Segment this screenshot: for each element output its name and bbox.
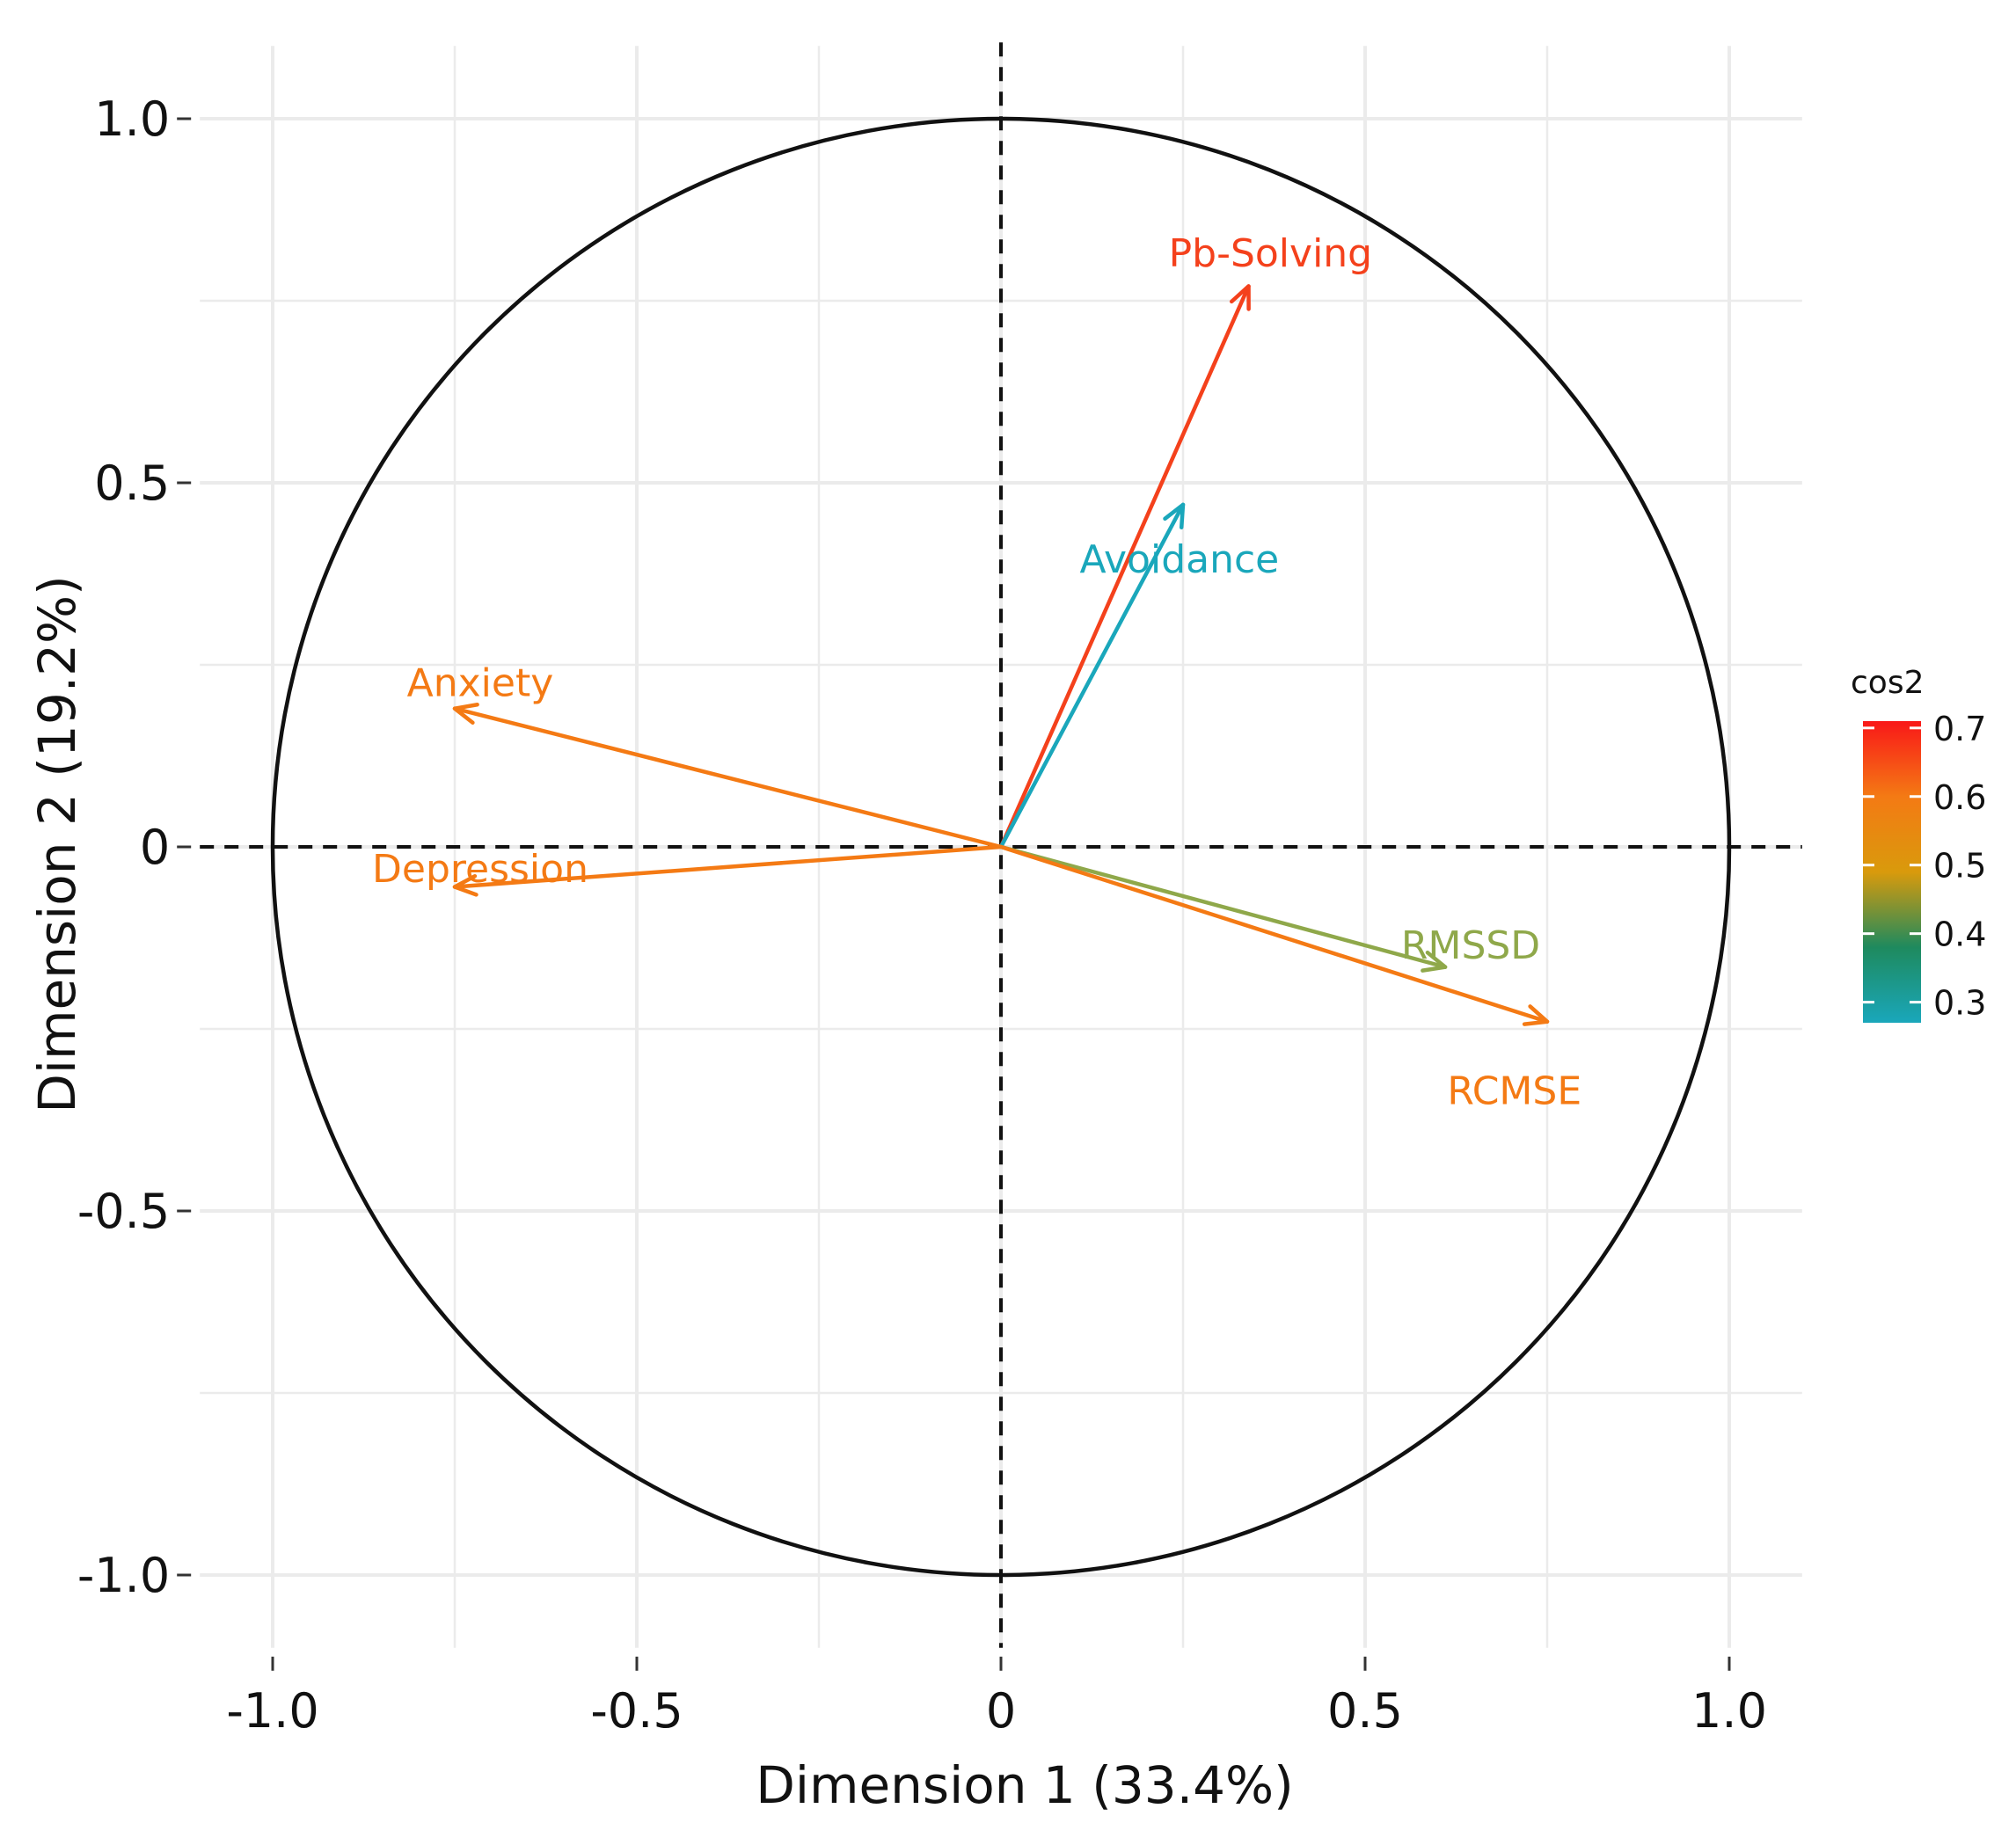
variable-label: Pb-Solving	[1169, 231, 1373, 276]
arrow-shaft	[998, 502, 1186, 850]
y-axis-title: Dimension 2 (19.2%)	[27, 575, 87, 1113]
arrow-rcmse	[998, 844, 1550, 1026]
arrow-avoidance	[998, 502, 1186, 850]
x-axis-title: Dimension 1 (33.4%)	[756, 1755, 1294, 1815]
axes: -1.0 -0.5 0 0.5 1.0 1.0 0.5 0 -0.5 -1.0	[77, 42, 1802, 1739]
y-tick-label: 0	[140, 820, 170, 875]
arrow-shaft	[998, 284, 1251, 850]
arrow-head	[1421, 950, 1448, 973]
variable-labels: Pb-Solving Avoidance Anxiety Depression RMSS…	[372, 231, 1581, 1113]
arrow-depression	[452, 844, 1004, 897]
y-tick-label: -0.5	[77, 1184, 170, 1239]
y-tick-label: 0.5	[94, 456, 170, 511]
variable-label: RMSSD	[1401, 923, 1540, 968]
legend-title: cos2	[1851, 665, 1924, 701]
legend-tick-label: 0.4	[1933, 915, 1986, 954]
variable-arrows	[452, 284, 1550, 1026]
arrow-shaft	[998, 844, 1448, 969]
x-tick-label: -1.0	[226, 1683, 318, 1739]
arrow-head	[1522, 1004, 1550, 1026]
arrow-anxiety	[452, 702, 1004, 850]
arrow-head	[1229, 284, 1251, 311]
legend-tick-label: 0.7	[1933, 710, 1986, 748]
legend-tick-label: 0.6	[1933, 778, 1986, 817]
arrow-head	[452, 702, 479, 726]
arrow-head	[452, 873, 478, 897]
y-tick-label: 1.0	[94, 91, 170, 147]
x-tick-label: 0	[986, 1683, 1016, 1739]
legend-colorbar	[1863, 721, 1921, 1023]
variable-label: Avoidance	[1079, 537, 1279, 582]
arrow-shaft	[452, 844, 1004, 889]
correlation-circle	[270, 116, 1732, 1578]
unit-circle	[270, 116, 1732, 1578]
legend-tick-label: 0.3	[1933, 984, 1986, 1023]
arrow-shaft	[452, 706, 1004, 850]
variable-label: RCMSE	[1447, 1068, 1581, 1113]
y-tick-label: -1.0	[77, 1548, 170, 1603]
x-tick-label: 0.5	[1327, 1683, 1403, 1739]
x-tick-label: 1.0	[1691, 1683, 1767, 1739]
arrow-rmssd	[998, 844, 1448, 973]
legend-tick-label: 0.5	[1933, 847, 1986, 886]
arrow-shaft	[998, 844, 1550, 1024]
x-tick-label: -0.5	[590, 1683, 683, 1739]
variable-label: Anxiety	[407, 661, 554, 706]
arrow-head	[1163, 502, 1186, 530]
variable-label: Depression	[372, 847, 588, 892]
arrow-pb-solving	[998, 284, 1251, 850]
